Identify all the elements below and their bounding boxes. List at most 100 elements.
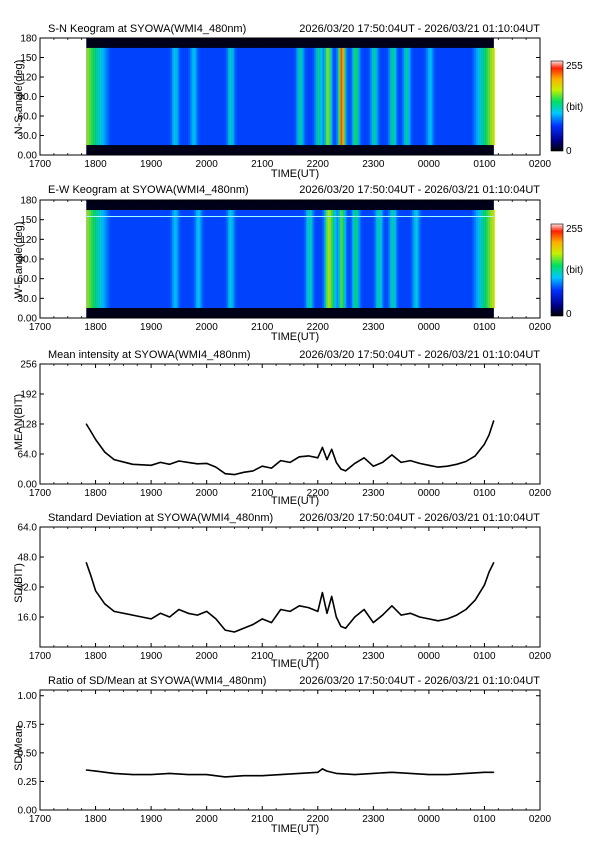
- keogram-column: [198, 47, 201, 146]
- keogram-column: [352, 47, 355, 146]
- data-point: [456, 614, 458, 616]
- keogram-column: [334, 47, 337, 146]
- keogram-column: [316, 210, 319, 308]
- keogram-column: [460, 210, 463, 308]
- keogram-column: [400, 47, 403, 146]
- data-point: [132, 774, 134, 776]
- keogram-column: [196, 210, 199, 308]
- keogram-column: [458, 210, 461, 308]
- x-tick-label: 1700: [29, 488, 52, 499]
- keogram-column: [208, 47, 211, 146]
- x-tick-label: 0000: [418, 159, 441, 170]
- keogram-column: [380, 47, 383, 146]
- data-point: [419, 616, 421, 618]
- keogram-column: [364, 47, 367, 146]
- y-tick-label: 0.25: [18, 777, 38, 788]
- keogram-column: [154, 210, 157, 308]
- keogram-column: [266, 210, 269, 308]
- keogram-column: [346, 47, 349, 146]
- keogram-column: [418, 210, 421, 308]
- keogram-column: [492, 47, 495, 146]
- keogram-column: [186, 47, 189, 146]
- keogram-column: [470, 47, 473, 146]
- keogram-column: [346, 210, 349, 308]
- keogram-column: [246, 47, 249, 146]
- data-point: [215, 466, 217, 468]
- x-tick-label: 2300: [362, 159, 385, 170]
- x-tick-label: 0200: [529, 159, 552, 170]
- y-tick-label: 0.50: [18, 748, 38, 759]
- data-point: [474, 599, 476, 601]
- keogram-column: [486, 47, 489, 146]
- keogram-column: [284, 210, 287, 308]
- keogram-column: [404, 47, 407, 146]
- x-tick-label: 0100: [473, 322, 496, 333]
- data-point: [465, 460, 467, 463]
- keogram-column: [398, 47, 401, 146]
- data-point: [465, 608, 467, 611]
- keogram-column: [150, 47, 153, 146]
- keogram-column: [382, 210, 385, 308]
- x-tick-label: 0200: [529, 488, 552, 499]
- keogram-column: [416, 210, 419, 308]
- data-point: [335, 772, 337, 775]
- keogram-column: [402, 210, 405, 308]
- data-point: [289, 610, 291, 613]
- data-point: [354, 462, 356, 464]
- x-tick-label: 2000: [196, 488, 219, 499]
- data-point: [391, 454, 393, 456]
- keogram-column: [120, 47, 123, 146]
- keogram-column: [376, 47, 379, 146]
- keogram-column: [388, 210, 391, 308]
- keogram-column: [136, 47, 139, 146]
- x-axis-label: TIME(UT): [271, 168, 319, 180]
- keogram-column: [238, 210, 241, 308]
- keogram-edge-dark: [86, 145, 494, 155]
- keogram-column: [430, 47, 433, 146]
- keogram-column: [446, 210, 449, 308]
- x-tick-label: 0200: [529, 651, 552, 662]
- data-point: [437, 466, 439, 468]
- keogram-column: [230, 210, 233, 308]
- keogram-column: [104, 210, 107, 308]
- keogram-plot: 1700 1800 1900 2000 2100 2200 2300 0000 0100 0200…: [18, 34, 552, 171]
- keogram-column: [160, 47, 163, 146]
- data-point: [493, 771, 495, 773]
- keogram-column: [86, 47, 89, 146]
- keogram-column: [298, 210, 301, 308]
- keogram-column: [96, 210, 99, 308]
- x-tick-label: 2300: [362, 814, 385, 825]
- data-point: [321, 446, 323, 448]
- keogram-column: [348, 210, 351, 308]
- keogram-column: [116, 210, 119, 308]
- keogram-column: [344, 47, 347, 146]
- keogram-column: [312, 210, 315, 308]
- keogram-column: [98, 47, 101, 146]
- keogram-column: [310, 47, 313, 146]
- y-tick-label: 120: [20, 73, 37, 84]
- keogram-column: [200, 210, 203, 308]
- data-point: [317, 457, 319, 459]
- keogram-column: [244, 47, 247, 146]
- keogram-column: [130, 47, 133, 146]
- keogram-column: [310, 210, 313, 308]
- x-tick-label: 0100: [473, 651, 496, 662]
- keogram-column: [294, 210, 297, 308]
- keogram-column: [110, 47, 113, 146]
- x-tick-label: 1900: [140, 159, 163, 170]
- keogram-column: [170, 210, 173, 308]
- data-point: [456, 463, 458, 465]
- keogram-column: [262, 210, 265, 308]
- x-tick-label: 1900: [140, 488, 163, 499]
- keogram-column: [412, 47, 415, 146]
- keogram-column: [230, 47, 233, 146]
- keogram-column: [152, 210, 155, 308]
- keogram-column: [444, 210, 447, 308]
- data-point: [261, 618, 263, 620]
- panel-title: Mean intensity at SYOWA(WMI4_480nm): [48, 349, 251, 361]
- keogram-column: [288, 210, 291, 308]
- keogram-column: [146, 47, 149, 146]
- keogram-column: [322, 210, 325, 308]
- keogram-column: [102, 47, 105, 146]
- y-tick-label: 60.0: [18, 112, 38, 123]
